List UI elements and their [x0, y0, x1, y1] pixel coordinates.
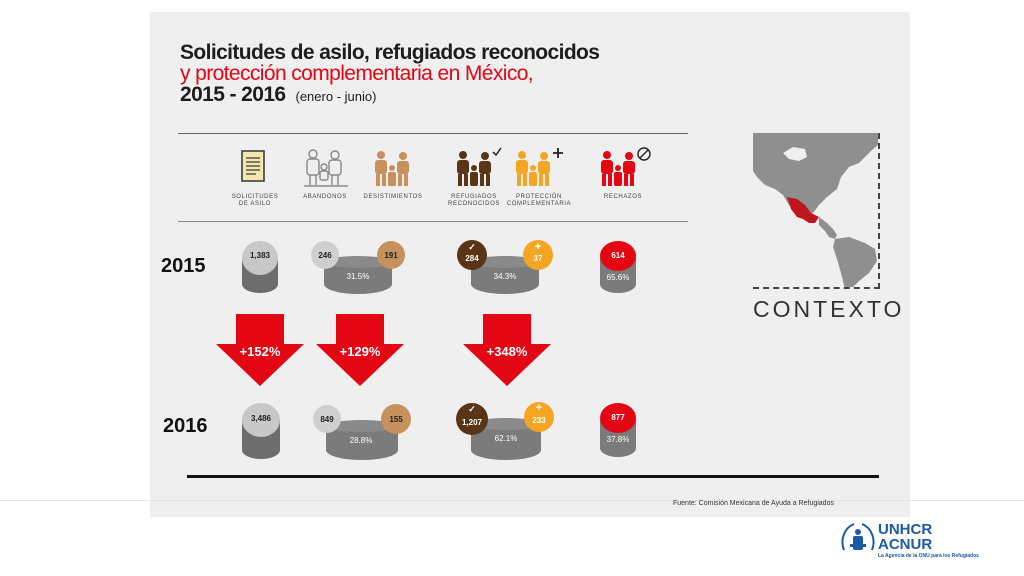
plus-2015-icon: + — [534, 241, 542, 253]
title-period: (enero - junio) — [295, 89, 377, 104]
label-desistimientos-l1: DESISTIMIENTOS — [363, 194, 423, 200]
abandonos-2016-base — [313, 404, 411, 460]
context-label: CONTEXTO — [753, 296, 905, 322]
logo-tagline: La Agencia de la ONU para los Refugiados — [878, 553, 979, 559]
bottom-rule — [187, 475, 879, 478]
document-icon — [241, 150, 265, 182]
rechazos-2016-cylinder — [600, 403, 636, 457]
solicitudes-2016-value: 3,486 — [250, 414, 272, 423]
family-outline-icon — [304, 149, 348, 187]
title-line-1: Solicitudes de asilo, refugiados reconoc… — [180, 41, 600, 64]
solicitudes-2016-cylinder — [242, 403, 280, 459]
reconocidos-2015-pct: 34.3% — [493, 272, 517, 281]
label-abandonos-l1: ABANDONOS — [303, 194, 347, 200]
footer-divider — [0, 500, 1024, 501]
desistimientos-2015-value: 191 — [384, 251, 398, 260]
abandonos-2015-value: 246 — [318, 251, 332, 260]
logo-acnur-text: ACNUR — [878, 536, 933, 553]
abandonos-2015-base — [311, 241, 405, 294]
reconocidos-2015-base — [457, 240, 553, 294]
label-solicitudes: SOLICITUDES DE ASILO — [215, 194, 295, 208]
year-2015-label: 2015 — [161, 255, 206, 277]
label-proteccion-l2: COMPLEMENTARIA — [506, 201, 572, 207]
label-proteccion: PROTECCIÓN COMPLEMENTARIA — [499, 194, 579, 208]
title-years: 2015 - 2016 — [180, 83, 286, 106]
label-abandonos: ABANDONOS — [285, 194, 365, 201]
desistimientos-2016-value: 155 — [389, 415, 403, 424]
infographic-title: Solicitudes de asilo, refugiados reconoc… — [180, 41, 600, 107]
plus-2016-icon: + — [535, 402, 543, 414]
label-proteccion-l1: PROTECCIÓN — [515, 194, 562, 200]
solicitudes-2015-cylinder — [242, 241, 278, 293]
label-rechazos: RECHAZOS — [583, 194, 663, 201]
abandonos-2016-pct: 28.8% — [349, 436, 373, 445]
proteccion-2015-value: 37 — [533, 254, 543, 263]
rechazos-2016-value: 877 — [611, 413, 625, 422]
family-tan-icon — [375, 151, 409, 186]
refugiados-2015-value: 284 — [465, 254, 479, 263]
reconocidos-increase-arrow-icon — [463, 314, 551, 386]
family-red-reject-icon — [601, 147, 651, 186]
family-orange-plus-icon — [516, 148, 563, 186]
abandonos-2016-value: 849 — [320, 415, 334, 424]
header-rule — [178, 133, 688, 134]
reconocidos-2016-pct: 62.1% — [494, 434, 518, 443]
title-line-2: y protección complementaria en México, — [180, 62, 534, 85]
logo-unhcr-text: UNHCR — [878, 521, 933, 538]
context-map-frame — [753, 133, 880, 289]
rechazos-2016-pct: 37.8% — [606, 435, 630, 444]
source-note: Fuente: Comisión Mexicana de Ayuda a Ref… — [673, 500, 834, 507]
category-rule — [178, 221, 688, 222]
reconocidos-2016-base — [456, 402, 554, 460]
label-rechazos-l1: RECHAZOS — [603, 194, 643, 200]
rechazos-2015-pct: 65.6% — [606, 273, 630, 282]
label-solicitudes-l2: DE ASILO — [238, 201, 272, 207]
label-solicitudes-l1: SOLICITUDES — [231, 194, 279, 200]
label-refugiados-l1: REFUGIADOS — [451, 194, 497, 200]
solicitudes-2015-value: 1,383 — [249, 251, 271, 260]
label-desistimientos: DESISTIMIENTOS — [353, 194, 433, 201]
label-refugiados-l2: RECONOCIDOS — [448, 201, 500, 207]
americas-map-icon — [753, 133, 878, 287]
solicitudes-change: +152% — [239, 344, 281, 359]
rechazos-2015-cylinder — [600, 241, 636, 293]
label-refugiados: REFUGIADOS RECONOCIDOS — [434, 194, 514, 208]
family-brown-check-icon — [457, 147, 502, 186]
year-2016-label: 2016 — [163, 415, 208, 437]
reconocidos-change: +348% — [486, 344, 528, 359]
unhcr-logo-icon — [841, 523, 875, 551]
check-2016-icon: ✓ — [468, 404, 476, 414]
abandonos-increase-arrow-icon — [316, 314, 404, 386]
abandonos-change: +129% — [339, 344, 381, 359]
rechazos-2015-value: 614 — [611, 251, 625, 260]
solicitudes-increase-arrow-icon — [216, 314, 304, 386]
refugiados-2016-value: 1,207 — [461, 418, 483, 427]
check-2015-icon: ✓ — [468, 242, 476, 252]
proteccion-2016-value: 233 — [532, 416, 546, 425]
abandonos-2015-pct: 31.5% — [346, 272, 370, 281]
